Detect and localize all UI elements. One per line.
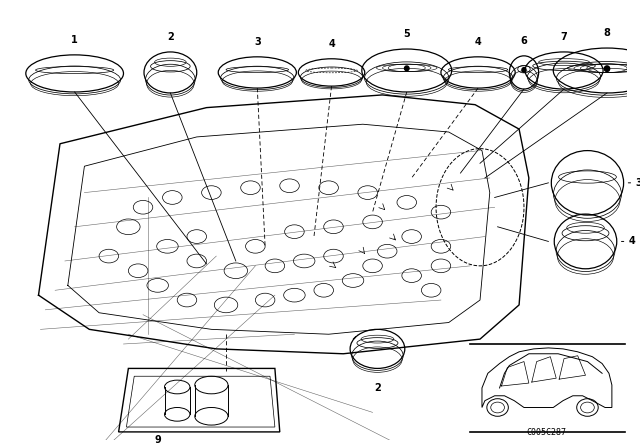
Text: 2: 2 xyxy=(167,32,173,42)
Text: 8: 8 xyxy=(604,28,611,38)
Text: 4: 4 xyxy=(475,37,481,47)
Text: 2: 2 xyxy=(374,383,381,393)
Text: 4: 4 xyxy=(628,237,636,246)
Text: 5: 5 xyxy=(403,29,410,39)
Text: 1: 1 xyxy=(71,35,78,45)
Text: 3: 3 xyxy=(636,178,640,188)
Text: 7: 7 xyxy=(561,32,568,42)
Ellipse shape xyxy=(404,66,409,71)
Text: 6: 6 xyxy=(520,36,527,46)
Text: 4: 4 xyxy=(328,39,335,49)
Text: 3: 3 xyxy=(254,37,260,47)
Text: C005C287: C005C287 xyxy=(527,428,566,437)
Ellipse shape xyxy=(522,68,526,72)
Ellipse shape xyxy=(604,66,610,72)
Text: 9: 9 xyxy=(154,435,161,445)
